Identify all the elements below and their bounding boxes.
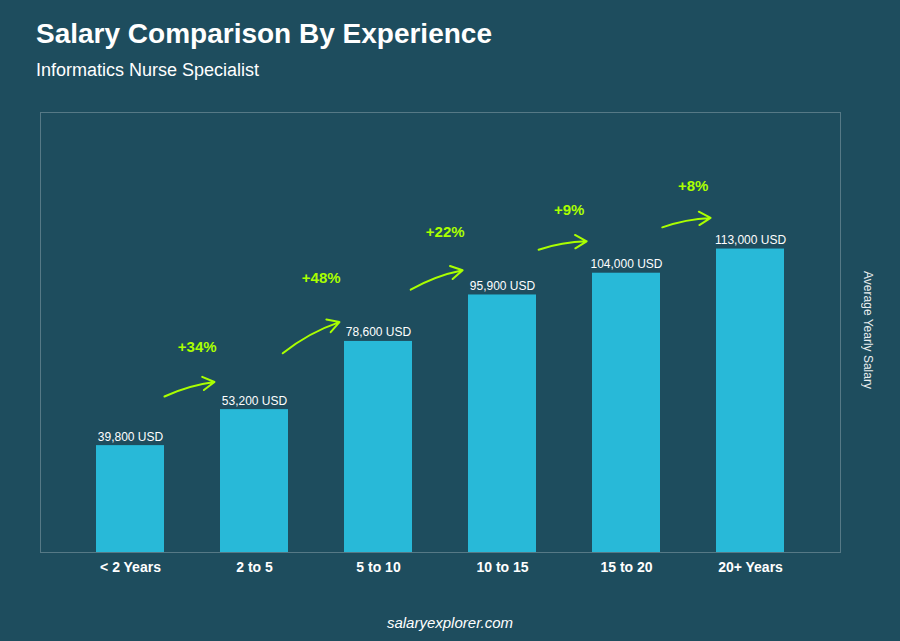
html-text:Salary Comparison By Experienc: Salary Comparison By Experience xyxy=(36,18,492,49)
svg-text:113,000 USD: 113,000 USD xyxy=(715,233,786,247)
html-text:Informatics Nurse Specialist: Informatics Nurse Specialist xyxy=(36,60,260,80)
svg-text:78,600 USD: 78,600 USD xyxy=(346,325,412,339)
svg-text:+22%: +22% xyxy=(426,223,465,240)
svg-text:104,000 USD: 104,000 USD xyxy=(590,257,662,271)
svg-text:95,900 USD: 95,900 USD xyxy=(470,279,536,293)
svg-text:2 to 5: 2 to 5 xyxy=(236,559,273,575)
svg-text:53,200 USD: 53,200 USD xyxy=(222,394,288,408)
svg-text:+34%: +34% xyxy=(178,338,217,355)
svg-text:20+ Years: 20+ Years xyxy=(718,559,783,575)
svg-text:+8%: +8% xyxy=(678,177,708,194)
svg-text:< 2 Years: < 2 Years xyxy=(100,559,161,575)
html-text:salaryexplorer.com: salaryexplorer.com xyxy=(386,614,514,631)
svg-text:15 to 20: 15 to 20 xyxy=(600,559,652,575)
html-text:Average Yearly Salary: Average Yearly Salary xyxy=(861,271,875,389)
svg-text:10 to 15: 10 to 15 xyxy=(476,559,528,575)
svg-text:39,800 USD: 39,800 USD xyxy=(98,430,164,444)
svg-text:+9%: +9% xyxy=(554,201,584,218)
svg-text:+48%: +48% xyxy=(302,269,341,286)
svg-text:5 to 10: 5 to 10 xyxy=(356,559,401,575)
